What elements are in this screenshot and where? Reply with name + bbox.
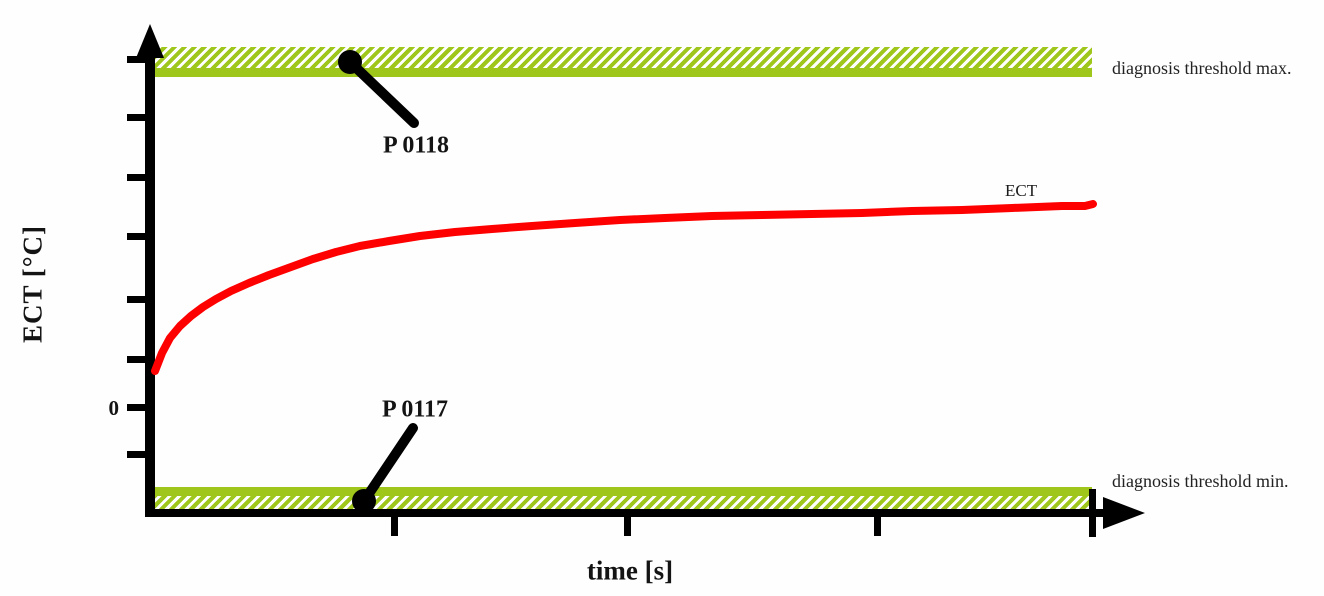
threshold-min-line [152,487,1092,496]
threshold-max-hatch-band [152,47,1092,68]
y-axis-tick [127,404,146,411]
x-axis-line [145,509,1105,517]
x-axis-tick [874,517,881,536]
threshold-max-line [152,68,1092,77]
y-axis-arrow-icon [136,24,164,58]
y-axis-tick [127,296,146,303]
y-axis-tick [127,174,146,181]
x-axis-end-tick [1089,489,1096,537]
p0118-pointer-line [345,57,419,128]
y-axis-line [145,38,155,517]
curve-series-label: ECT [1005,181,1038,200]
threshold-min-label: diagnosis threshold min. [1112,471,1289,491]
dtc-p0117-label: P 0117 [381,396,449,423]
y-axis-tick [127,451,146,458]
dtc-p0118-label: P 0118 [382,132,450,159]
y-axis-tick [127,114,146,121]
x-axis-tick [391,517,398,536]
ect-curve [151,200,1097,375]
x-axis-title: time [s] [586,555,674,586]
p0117-pointer-dot [352,489,376,513]
p0117-pointer-line [359,423,418,506]
y-axis-zero-label: 0 [108,396,120,420]
threshold-min-hatch-band [152,496,1092,510]
x-axis-tick [624,517,631,536]
y-axis-tick [127,233,146,240]
p0118-pointer-dot [338,50,362,74]
threshold-max-label: diagnosis threshold max. [1112,58,1292,78]
y-axis-title: ECT [°C] [17,224,48,344]
y-axis-tick [127,56,146,63]
x-axis-arrow-icon [1103,497,1145,529]
y-axis-tick [127,356,146,363]
